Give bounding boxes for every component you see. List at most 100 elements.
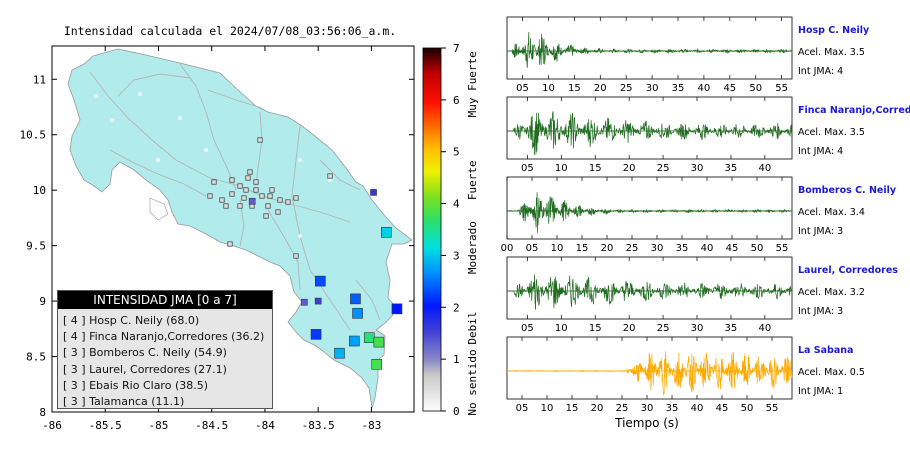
- y-tick-label: 10: [33, 184, 46, 197]
- map-axis-ticks: -86 -85.5 -85 -84.5 -84 -83.5 -83 11 10.5 10 9.5 9 8…: [20, 46, 414, 432]
- waveform-tick-label: 35: [725, 323, 738, 334]
- minor-station: [327, 173, 333, 179]
- minor-station: [265, 203, 271, 209]
- station-marker: [248, 197, 256, 205]
- waveform-tick-label: 10: [555, 163, 568, 174]
- x-tick-label: -84.5: [195, 419, 228, 432]
- minor-station: [285, 199, 291, 205]
- station-marker: [363, 332, 375, 343]
- minor-station: [267, 193, 273, 199]
- minor-station: [229, 177, 235, 183]
- minor-station: [253, 187, 259, 193]
- legend-title: INTENSIDAD JMA [0 a 7]: [58, 291, 272, 309]
- minor-station: [237, 183, 243, 189]
- waveform-tick-label: 15: [568, 83, 581, 94]
- waveform-accel: Acel. Max. 3.5: [798, 127, 865, 138]
- waveform-tick-label: 10: [555, 323, 568, 334]
- station-marker: [391, 303, 403, 315]
- waveform-tick-label: 20: [591, 403, 604, 414]
- legend-row: [ 3 ] Ebais Rio Claro (38.5): [63, 378, 209, 392]
- y-tick-label: 11: [33, 73, 46, 86]
- waveform-tick-label: 30: [691, 323, 704, 334]
- waveform-tick-label: 10: [542, 83, 555, 94]
- waveform-trace: [507, 31, 792, 68]
- waveform-tick-label: 05: [521, 323, 534, 334]
- minor-station: [229, 191, 235, 197]
- minor-station: [219, 197, 225, 203]
- waveform-tick-label: 20: [623, 163, 636, 174]
- x-tick-label: -84: [255, 419, 275, 432]
- waveform-tick-label: 00: [501, 243, 514, 254]
- minor-station: [259, 193, 265, 199]
- waveform-panel: 05 10 15 20 25 30 35 40 Laurel, Corredores Acel. …: [506, 256, 898, 334]
- minor-station: [293, 253, 299, 259]
- waveform-station-name: Laurel, Corredores: [798, 265, 898, 276]
- minor-station: [241, 195, 247, 201]
- waveform-tick-label: 40: [698, 83, 711, 94]
- costa-rica-landmass: [67, 48, 413, 409]
- waveform-tick-label: 20: [601, 243, 614, 254]
- legend-row: [ 4 ] Finca Naranjo,Corredores (36.2): [63, 330, 265, 344]
- colorbar-category-label: Muy Fuerte: [466, 51, 479, 117]
- waveform-tick-label: 35: [676, 243, 689, 254]
- waveform-tick-label: 50: [749, 83, 762, 94]
- minor-station-markers: [207, 137, 333, 259]
- waveform-tick-label: 25: [620, 83, 633, 94]
- intensity-legend: INTENSIDAD JMA [0 a 7] [ 4 ] Hosp C. Nei…: [57, 290, 273, 409]
- waveform-accel: Acel. Max. 3.5: [798, 47, 865, 58]
- waveform-tick-label: 40: [691, 403, 704, 414]
- colorbar-tick-label: 1: [453, 353, 460, 366]
- colorbar-category-label: No sentido: [466, 349, 479, 415]
- waveform-tick-label: 30: [646, 83, 659, 94]
- waveform-tick-label: 50: [741, 403, 754, 414]
- waveform-tick-label: 20: [623, 323, 636, 334]
- y-tick-label: 8.5: [26, 351, 46, 364]
- station-marker: [352, 307, 363, 319]
- waveform-tick-label: 20: [594, 83, 607, 94]
- waveform-intensity: Int JMA: 4: [798, 146, 843, 157]
- waveform-panels: 05 10 15 20 25 30 35 40 45 50 55 Hosp C. Neily Acel.…: [501, 16, 910, 414]
- waveform-station-name: Finca Naranjo,Corredores: [798, 105, 910, 116]
- waveform-intensity: Int JMA: 3: [798, 306, 843, 317]
- waveform-tick-label: 50: [751, 243, 764, 254]
- waveform-tick-label: 30: [651, 243, 664, 254]
- waveform-tick-label: 15: [589, 163, 602, 174]
- waveform-tick-label: 25: [657, 163, 670, 174]
- waveform-intensity: Int JMA: 4: [798, 66, 843, 77]
- waveform-tick-label: 35: [666, 403, 679, 414]
- waveform-accel: Acel. Max. 3.4: [798, 207, 865, 218]
- waveform-tick-label: 05: [516, 83, 529, 94]
- waveform-tick-label: 25: [616, 403, 629, 414]
- minor-station: [243, 187, 249, 193]
- waveform-tick-label: 15: [566, 403, 579, 414]
- minor-station: [269, 187, 275, 193]
- waveform-tick-label: 35: [672, 83, 685, 94]
- minor-station: [237, 203, 243, 209]
- minor-station: [263, 213, 269, 219]
- station-marker: [370, 189, 377, 196]
- x-tick-label: -86: [42, 419, 62, 432]
- waveform-trace: [507, 351, 793, 397]
- waveform-tick-label: 15: [576, 243, 589, 254]
- map-title: Intensidad calculada el 2024/07/08_03:56…: [64, 24, 396, 38]
- station-marker: [371, 359, 383, 370]
- waveform-trace: [506, 111, 792, 156]
- waveform-trace: [506, 274, 792, 310]
- station-marker: [381, 227, 392, 238]
- colorbar-tick-label: 3: [453, 249, 460, 262]
- waveform-accel: Acel. Max. 3.2: [798, 287, 865, 298]
- waveform-tick-label: 40: [758, 323, 771, 334]
- minor-station: [275, 209, 281, 215]
- station-marker: [350, 293, 361, 305]
- waveform-tick-label: 05: [516, 403, 529, 414]
- x-tick-label: -85.5: [89, 419, 122, 432]
- station-marker: [349, 335, 360, 347]
- station-marker: [315, 275, 326, 287]
- y-tick-label: 8: [39, 406, 46, 419]
- minor-station: [211, 179, 217, 185]
- legend-row: [ 3 ] Bomberos C. Neily (54.9): [63, 346, 227, 360]
- waveform-tick-label: 55: [766, 403, 779, 414]
- station-marker: [301, 298, 308, 306]
- waveform-tick-label: 45: [723, 83, 736, 94]
